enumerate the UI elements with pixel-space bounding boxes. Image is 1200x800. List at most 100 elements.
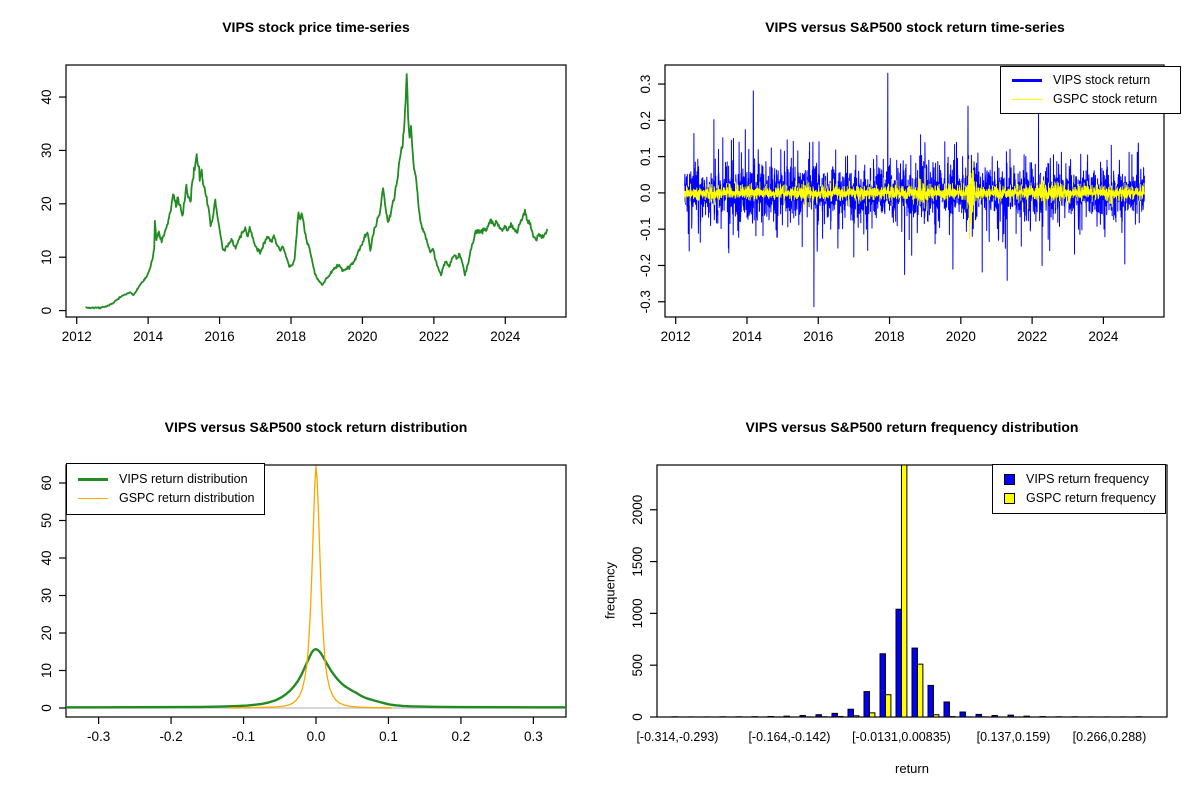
- gspc-frequency-bar: [852, 715, 860, 718]
- y-tick-label: 0: [630, 713, 645, 721]
- vips-return-line-swatch: [1012, 79, 1042, 83]
- y-tick-label: 10: [39, 663, 54, 678]
- vips-frequency-bar: [847, 708, 854, 718]
- returns-plot: 2012 2014 2016 2018 2020 2022 2024 0.3 0.2 0.1 0.0…: [638, 64, 1165, 344]
- vips-frequency-bar: [815, 714, 822, 718]
- vips-frequency-bar: [975, 713, 982, 718]
- gspc-frequency-legend-label: GSPC return frequency: [1026, 490, 1156, 505]
- vips-frequency-bar: [895, 608, 902, 718]
- gspc-frequency-bar: [900, 464, 908, 718]
- plot-frame: [664, 64, 1165, 318]
- hist-bin-label: [-0.164,-0.142): [748, 730, 830, 744]
- hist-bin-label: [-0.314,-0.293): [636, 730, 718, 744]
- y-tick-label: 50: [39, 513, 54, 528]
- y-tick-label: 10: [39, 250, 54, 265]
- legend-item-gspc-frequency: GSPC return frequency: [1004, 490, 1156, 506]
- x-tick-label: 2018: [276, 329, 306, 344]
- x-tick-label: 2020: [347, 329, 377, 344]
- y-tick-label: -0.1: [638, 218, 653, 241]
- vips-frequency-bar: [863, 691, 870, 718]
- gspc-frequency-bar: [884, 694, 892, 718]
- x-tick-label: 2016: [205, 329, 235, 344]
- vips-frequency-legend-label: VIPS return frequency: [1026, 471, 1149, 486]
- y-axis: 0 10 20 30 40 50 60: [39, 475, 66, 712]
- x-tick-label: 0.0: [307, 729, 326, 744]
- y-tick-label: 60: [39, 475, 54, 490]
- panel-price: VIPS stock price time-series 2012 2014 201…: [0, 0, 600, 400]
- gspc-return-series-line: [684, 158, 1145, 240]
- plot-frame: [65, 64, 567, 318]
- panel-returns: VIPS versus S&P500 stock return time-ser…: [600, 0, 1200, 400]
- hist-y-axis-label: frequency: [602, 561, 618, 620]
- x-tick-label: 2024: [1088, 329, 1119, 344]
- y-tick-label: 30: [39, 143, 54, 158]
- vips-frequency-bar: [879, 653, 886, 718]
- vips-frequency-bar: [991, 715, 998, 718]
- x-tick-label: 0.3: [524, 729, 543, 744]
- histogram-bars: [671, 464, 1148, 718]
- y-tick-label: -0.3: [638, 290, 653, 313]
- hist-bin-label: [0.266,0.288): [1073, 730, 1147, 744]
- gspc-frequency-bar: [916, 663, 924, 718]
- panel-density: VIPS versus S&P500 stock return distribu…: [0, 400, 600, 800]
- x-axis: 2012 2014 2016 2018 2020 2022 2024: [661, 317, 1119, 344]
- x-tick-label: 2022: [419, 329, 449, 344]
- y-tick-label: 2000: [630, 495, 645, 525]
- x-tick-label: 2014: [732, 329, 763, 344]
- density-plot: -0.3 -0.2 -0.1 0.0 0.1 0.2 0.3 0 10 20 30 40 50 60: [39, 464, 567, 744]
- gspc-density-legend-label: GSPC return distribution: [119, 490, 255, 505]
- x-tick-label: 2018: [875, 329, 905, 344]
- y-tick-label: 40: [39, 550, 54, 565]
- y-tick-label: 1500: [630, 547, 645, 577]
- gspc-frequency-bar: [932, 714, 940, 718]
- vips-frequency-bar: [959, 711, 966, 718]
- price-plot: 2012 2014 2016 2018 2020 2022 2024 0 10 20 30 40: [39, 64, 567, 344]
- y-axis: 0.3 0.2 0.1 0.0 -0.1 -0.2 -0.3: [638, 75, 665, 313]
- price-series-line: [85, 73, 549, 310]
- gspc-density-curve: [228, 465, 393, 709]
- y-tick-label: 40: [39, 90, 54, 105]
- x-tick-label: 2020: [946, 329, 976, 344]
- y-tick-label: 0: [39, 704, 54, 712]
- panel-hist: VIPS versus S&P500 return frequency dist…: [600, 400, 1200, 800]
- gspc-return-legend-label: GSPC stock return: [1053, 91, 1158, 106]
- y-tick-label: 1000: [630, 598, 645, 628]
- vips-return-legend-label: VIPS stock return: [1053, 72, 1151, 87]
- vips-frequency-bar: [783, 715, 790, 718]
- hist-bin-label: [0.137,0.159): [977, 730, 1051, 744]
- gspc-density-line-swatch: [78, 497, 108, 500]
- y-tick-label: 30: [39, 588, 54, 603]
- y-tick-label: 0.3: [638, 75, 653, 94]
- x-tick-label: 2012: [62, 329, 92, 344]
- vips-frequency-bar: [799, 715, 806, 718]
- returns-title: VIPS versus S&P500 stock return time-ser…: [765, 19, 1065, 35]
- vips-density-legend-label: VIPS return distribution: [119, 471, 248, 486]
- legend-item-vips-return: VIPS stock return: [1012, 72, 1169, 88]
- y-tick-label: -0.2: [638, 254, 653, 277]
- legend-item-gspc-return: GSPC stock return: [1012, 91, 1169, 107]
- y-tick-label: 500: [630, 654, 645, 677]
- vips-frequency-bar: [911, 647, 918, 718]
- vips-frequency-bar: [1007, 714, 1014, 718]
- y-axis: 0 500 1000 1500 2000: [630, 495, 657, 721]
- vips-frequency-bar: [943, 701, 950, 718]
- vips-frequency-square-swatch: [1004, 474, 1015, 486]
- gspc-frequency-square-swatch: [1004, 492, 1015, 504]
- price-title: VIPS stock price time-series: [222, 19, 410, 35]
- y-tick-label: 20: [39, 196, 54, 211]
- x-axis: 2012 2014 2016 2018 2020 2022 2024: [62, 317, 521, 344]
- gspc-return-line-swatch: [1012, 98, 1042, 101]
- vips-frequency-bar: [1023, 715, 1030, 718]
- hist-bin-label: [-0.0131,0.00835): [852, 730, 951, 744]
- vips-density-line-swatch: [78, 478, 108, 482]
- legend-item-vips-frequency: VIPS return frequency: [1004, 471, 1154, 487]
- x-tick-label: 0.2: [452, 729, 471, 744]
- y-axis: 0 10 20 30 40: [39, 90, 66, 314]
- hist-plot: 0 500 1000 1500 2000 [-0.314,-0.293) [-0.164,-…: [630, 464, 1168, 744]
- hist-x-axis-label: return: [895, 761, 929, 776]
- y-tick-label: 0.2: [638, 111, 653, 130]
- density-title: VIPS versus S&P500 stock return distribu…: [164, 419, 468, 435]
- hist-title: VIPS versus S&P500 return frequency dist…: [745, 419, 1079, 435]
- x-tick-label: 2012: [661, 329, 691, 344]
